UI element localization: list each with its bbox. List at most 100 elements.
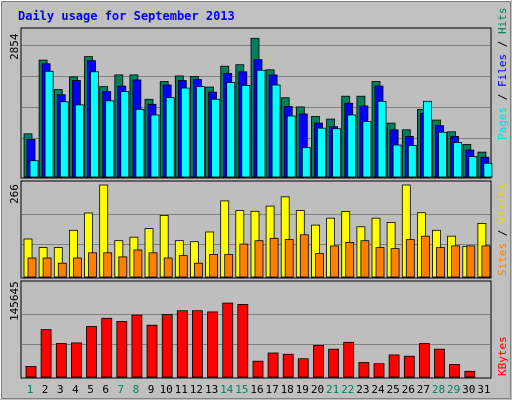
x-tick-label: 29 <box>447 383 460 396</box>
bar-sites <box>420 235 430 278</box>
bar-sites <box>224 254 234 278</box>
bar-pages <box>241 85 251 178</box>
bar-pages <box>44 70 54 178</box>
bar-pages <box>317 127 326 178</box>
bar-sites <box>133 249 143 278</box>
bar-pages <box>29 160 39 178</box>
x-tick-label: 13 <box>205 383 218 396</box>
x-tick-label: 10 <box>160 383 173 396</box>
kbytes-legend: KBytes <box>496 336 509 376</box>
bar-sites <box>42 257 52 278</box>
bar-sites <box>390 248 400 278</box>
chart-bars <box>23 37 493 378</box>
bar-kbytes <box>207 311 219 378</box>
x-axis-labels: 1 2 3 4 5 6 7 8 9 10 11 12 13 14 15 16 17 18 19 20 21 22 23 24 2… <box>27 383 491 396</box>
x-tick-label: 18 <box>281 383 294 396</box>
bar-pages <box>180 87 190 178</box>
bar-sites <box>178 255 188 278</box>
bar-pages <box>438 131 447 178</box>
bar-kbytes <box>328 348 340 378</box>
bar-pages <box>392 144 402 178</box>
bar-kbytes <box>388 354 400 378</box>
bar-sites <box>103 252 113 278</box>
bar-pages <box>422 100 432 178</box>
bar-sites <box>27 257 37 278</box>
bar-pages <box>286 115 296 178</box>
x-tick-label: 26 <box>402 383 415 396</box>
x-tick-label: 14 <box>220 383 234 396</box>
x-tick-label: 22 <box>341 383 354 396</box>
x-tick-label: 31 <box>477 383 490 396</box>
x-tick-label: 27 <box>417 383 430 396</box>
x-tick-label: 28 <box>432 383 445 396</box>
bar-sites <box>269 237 279 278</box>
bar-sites <box>345 241 355 278</box>
legend-visits: Visits <box>496 183 509 223</box>
bar-kbytes <box>434 348 445 378</box>
x-tick-label: 8 <box>133 383 140 396</box>
bar-pages <box>407 145 417 178</box>
bar-kbytes <box>71 342 82 378</box>
bar-pages <box>226 82 236 178</box>
bar-sites <box>375 247 385 278</box>
bar-sites <box>360 240 370 278</box>
legend-kbytes: KBytes <box>496 336 509 376</box>
bar-kbytes <box>131 314 143 378</box>
bar-kbytes <box>25 365 37 378</box>
x-tick-label: 5 <box>87 383 94 396</box>
bar-kbytes <box>358 362 370 378</box>
bar-kbytes <box>222 302 234 378</box>
bar-kbytes <box>418 343 430 378</box>
x-tick-label: 24 <box>371 383 385 396</box>
bar-kbytes <box>373 363 385 378</box>
svg-text:Sites / Visits: Sites / Visits <box>496 183 509 276</box>
kbytes-gridlines <box>22 314 490 345</box>
bar-kbytes <box>86 326 97 378</box>
bar-sites <box>209 254 219 278</box>
bar-pages <box>332 128 342 178</box>
bar-kbytes <box>237 303 249 378</box>
bar-kbytes <box>343 341 355 378</box>
x-tick-label: 6 <box>102 383 109 396</box>
x-tick-label: 11 <box>175 383 188 396</box>
bar-pages <box>347 114 357 178</box>
chart-title: Daily usage for September 2013 <box>18 9 235 23</box>
bar-pages <box>256 69 266 178</box>
legend-files: Files <box>496 54 509 87</box>
bar-sites <box>148 252 158 278</box>
bar-sites <box>118 256 128 278</box>
bar-kbytes <box>297 358 309 378</box>
legend-sites: Sites <box>496 243 509 276</box>
bar-pages <box>301 147 311 178</box>
legend-pages: Pages <box>496 107 509 140</box>
bar-kbytes <box>267 352 279 378</box>
bar-sites <box>330 245 340 278</box>
x-tick-label: 4 <box>72 383 79 396</box>
bar-sites <box>451 245 461 278</box>
visitors-ymax-label: 266 <box>8 184 21 204</box>
bar-sites <box>481 245 491 278</box>
bar-pages <box>468 156 478 178</box>
bar-pages <box>271 84 281 178</box>
bar-kbytes <box>313 344 324 378</box>
bar-pages <box>362 121 372 178</box>
bar-pages <box>135 109 145 178</box>
bar-pages <box>483 162 493 178</box>
bar-kbytes <box>464 370 476 378</box>
bar-sites <box>88 252 97 278</box>
usage-ymax-label: 2854 <box>8 33 21 60</box>
x-tick-label: 25 <box>386 383 399 396</box>
x-tick-label: 7 <box>117 383 124 396</box>
bar-sites <box>284 239 294 278</box>
bar-sites <box>57 262 67 278</box>
bar-pages <box>211 98 221 178</box>
x-tick-label: 9 <box>148 383 155 396</box>
legend-hits: Hits <box>496 8 509 35</box>
x-tick-label: 15 <box>235 383 248 396</box>
kbytes-ymax-label: 145645 <box>8 281 21 321</box>
x-tick-label: 20 <box>311 383 324 396</box>
bar-kbytes <box>101 317 113 378</box>
bar-pages <box>75 104 84 178</box>
bar-pages <box>377 100 387 178</box>
